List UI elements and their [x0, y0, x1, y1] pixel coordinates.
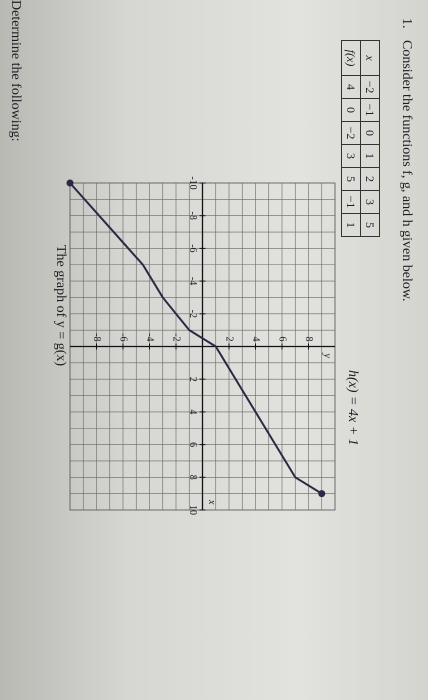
- x-tick-label: 10: [187, 505, 198, 515]
- y-tick-label: 6: [277, 337, 288, 342]
- y-tick-label: -8: [91, 333, 102, 341]
- x-axis-label: x: [206, 499, 217, 505]
- g-curve: [69, 182, 323, 495]
- x-tick-label: 2: [187, 377, 198, 382]
- x-tick-label: -2: [187, 310, 198, 318]
- y-tick-label: -4: [144, 333, 155, 341]
- y-axis-label: y: [322, 353, 333, 359]
- x-tick-label: 4: [187, 409, 198, 414]
- x-tick-label: -6: [187, 244, 198, 252]
- x-tick-label: -4: [187, 277, 198, 285]
- y-tick-label: 2: [224, 337, 235, 342]
- endpoint: [66, 179, 74, 187]
- x-tick-label: 8: [187, 475, 198, 480]
- y-tick-label: -2: [171, 333, 182, 341]
- y-tick-label: 8: [303, 337, 314, 342]
- x-tick-label: 6: [187, 442, 198, 447]
- y-tick-label: 4: [250, 337, 261, 342]
- x-tick-label: -8: [187, 212, 198, 220]
- endpoint: [318, 490, 326, 498]
- x-tick-label: -10: [187, 176, 198, 189]
- y-tick-label: -6: [118, 333, 129, 341]
